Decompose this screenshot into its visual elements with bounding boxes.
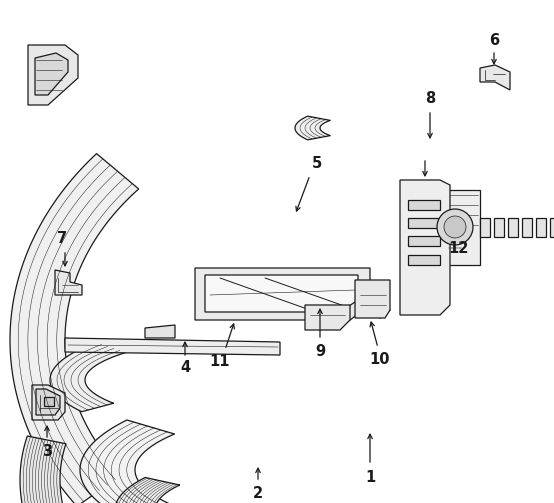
Text: 11: 11 xyxy=(210,355,230,370)
Circle shape xyxy=(444,216,466,238)
Polygon shape xyxy=(20,436,91,503)
Polygon shape xyxy=(28,45,78,105)
Polygon shape xyxy=(55,270,82,295)
Polygon shape xyxy=(494,218,504,237)
Polygon shape xyxy=(408,218,440,228)
Polygon shape xyxy=(305,305,350,330)
Text: 8: 8 xyxy=(425,91,435,106)
Text: 9: 9 xyxy=(315,345,325,360)
Polygon shape xyxy=(145,325,175,338)
Polygon shape xyxy=(536,218,546,237)
Polygon shape xyxy=(10,153,139,503)
Text: 3: 3 xyxy=(42,445,52,460)
Polygon shape xyxy=(408,255,440,265)
Text: 10: 10 xyxy=(370,353,390,368)
Polygon shape xyxy=(550,218,554,237)
Polygon shape xyxy=(44,397,54,406)
Polygon shape xyxy=(480,65,510,90)
Text: 1: 1 xyxy=(365,469,375,484)
Polygon shape xyxy=(36,389,60,415)
Polygon shape xyxy=(50,343,126,411)
Polygon shape xyxy=(480,218,490,237)
Polygon shape xyxy=(65,338,280,355)
Polygon shape xyxy=(80,420,180,503)
Polygon shape xyxy=(195,268,370,320)
Polygon shape xyxy=(522,218,532,237)
Text: 2: 2 xyxy=(253,485,263,500)
Polygon shape xyxy=(365,288,390,318)
Circle shape xyxy=(437,209,473,245)
Polygon shape xyxy=(508,218,518,237)
Polygon shape xyxy=(35,53,68,95)
Polygon shape xyxy=(115,477,183,503)
Text: 5: 5 xyxy=(312,155,322,171)
Text: 6: 6 xyxy=(489,33,499,47)
Polygon shape xyxy=(32,385,65,420)
Text: 4: 4 xyxy=(180,361,190,376)
Text: 7: 7 xyxy=(57,230,67,245)
Polygon shape xyxy=(408,200,440,210)
Polygon shape xyxy=(400,180,450,315)
Polygon shape xyxy=(408,236,440,246)
Polygon shape xyxy=(295,116,330,140)
Polygon shape xyxy=(355,280,390,318)
Polygon shape xyxy=(205,275,358,312)
Polygon shape xyxy=(430,190,480,265)
Text: 12: 12 xyxy=(448,240,468,256)
